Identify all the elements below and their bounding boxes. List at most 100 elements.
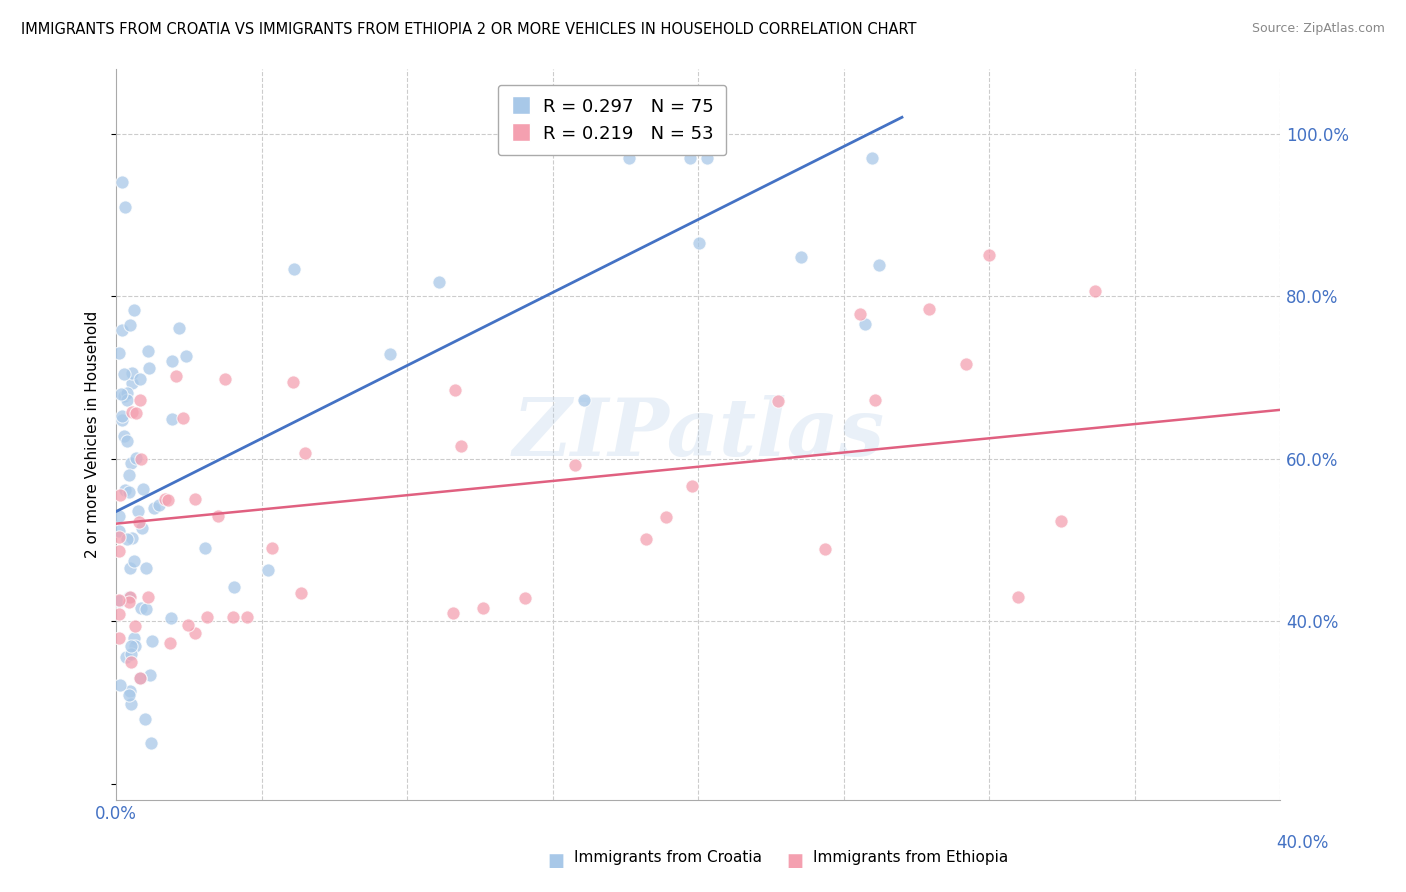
Point (429, 275, 451, 289)
Point (141, 736, 163, 750)
Point (124, 632, 146, 646)
Point (108, 593, 131, 607)
Point (120, 457, 142, 471)
Point (159, 636, 181, 650)
Point (221, 609, 243, 624)
Point (283, 262, 305, 277)
Point (120, 318, 142, 332)
Point (441, 606, 464, 620)
Point (814, 542, 837, 557)
Point (114, 483, 136, 498)
Text: Immigrants from Ethiopia: Immigrants from Ethiopia (813, 850, 1008, 865)
Point (160, 611, 183, 625)
Point (450, 439, 472, 453)
Point (138, 361, 160, 376)
Point (165, 368, 187, 383)
Point (122, 302, 145, 317)
Point (868, 258, 890, 272)
Point (108, 508, 131, 523)
Point (634, 533, 657, 547)
Legend: R = 0.297   N = 75, R = 0.219   N = 53: R = 0.297 N = 75, R = 0.219 N = 53 (498, 85, 727, 155)
Point (117, 385, 139, 400)
Point (118, 467, 141, 482)
Point (111, 175, 134, 189)
Point (294, 445, 316, 459)
Point (290, 586, 312, 600)
Point (619, 151, 641, 165)
Text: 40.0%: 40.0% (1277, 834, 1329, 852)
Text: Source: ZipAtlas.com: Source: ZipAtlas.com (1251, 22, 1385, 36)
Point (111, 323, 134, 337)
Point (688, 235, 710, 250)
Point (139, 668, 162, 682)
Point (124, 618, 146, 632)
Point (108, 678, 131, 692)
Point (1007, 590, 1029, 604)
Point (136, 343, 159, 358)
Point (120, 647, 142, 661)
Point (148, 498, 170, 512)
Point (121, 366, 143, 380)
Point (115, 650, 138, 665)
Point (143, 501, 166, 516)
Point (128, 372, 150, 386)
Point (118, 484, 141, 499)
Point (177, 618, 200, 632)
Point (120, 590, 142, 604)
Point (111, 413, 134, 427)
Point (979, 248, 1001, 262)
Point (118, 595, 141, 609)
Point (236, 610, 259, 624)
Point (131, 521, 153, 535)
Text: ■: ■ (547, 852, 564, 870)
Point (262, 541, 284, 555)
Point (849, 308, 872, 322)
Point (1084, 285, 1107, 299)
Point (853, 318, 876, 332)
Point (766, 394, 789, 409)
Point (115, 532, 138, 546)
Point (110, 387, 132, 401)
Point (572, 392, 595, 407)
Point (214, 372, 236, 386)
Point (1050, 514, 1073, 528)
Point (108, 632, 131, 646)
Point (183, 492, 205, 507)
Text: Immigrants from Croatia: Immigrants from Croatia (574, 850, 762, 865)
Point (135, 560, 157, 574)
Point (118, 688, 141, 702)
Point (257, 563, 280, 577)
Point (121, 531, 143, 545)
Point (863, 392, 886, 407)
Point (120, 655, 142, 669)
Point (125, 406, 148, 420)
Point (118, 590, 141, 604)
Point (128, 393, 150, 408)
Point (207, 509, 229, 524)
Point (112, 367, 135, 381)
Text: ■: ■ (786, 852, 803, 870)
Point (128, 671, 150, 685)
Point (135, 601, 157, 615)
Point (108, 530, 131, 544)
Text: ZIPatlas: ZIPatlas (512, 395, 884, 473)
Point (132, 482, 155, 496)
Point (378, 347, 401, 361)
Point (108, 524, 131, 538)
Point (194, 541, 217, 555)
Point (121, 376, 143, 390)
Point (681, 479, 703, 493)
Point (184, 626, 207, 640)
Point (160, 412, 183, 426)
Point (141, 634, 163, 648)
Point (120, 639, 142, 653)
Point (471, 601, 494, 615)
Point (157, 492, 180, 507)
Point (122, 554, 145, 568)
Point (789, 250, 811, 264)
Point (120, 684, 142, 698)
Point (108, 488, 131, 502)
Point (444, 383, 467, 397)
Point (696, 151, 718, 165)
Point (281, 375, 304, 389)
